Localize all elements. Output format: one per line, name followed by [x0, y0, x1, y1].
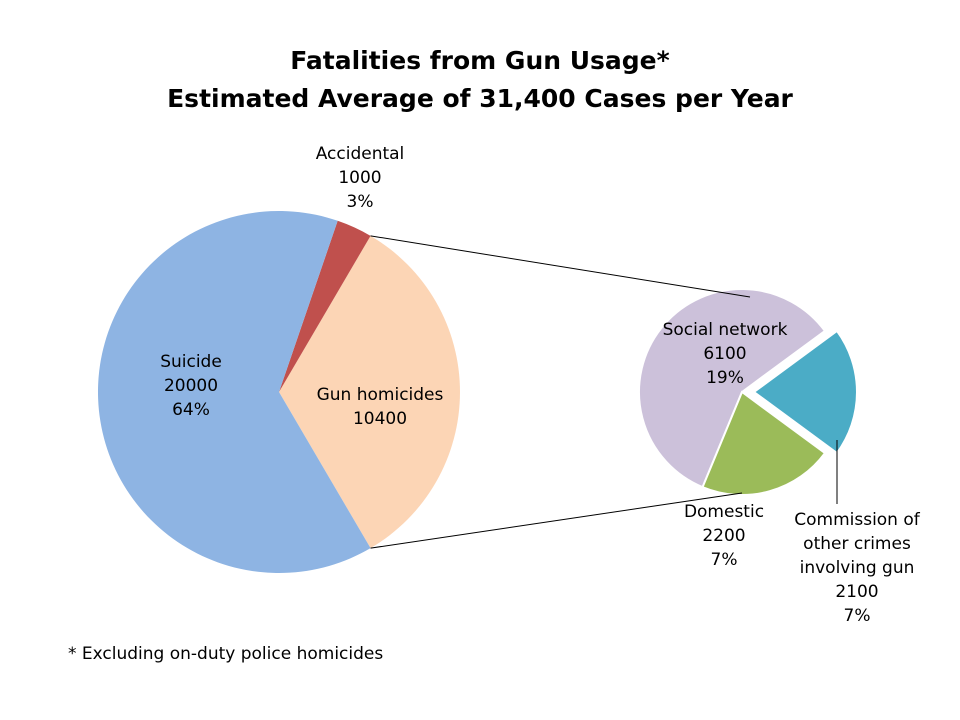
data-label-suicide: Suicide 20000 64% [160, 352, 222, 420]
footnote: * Excluding on-duty police homicides [68, 644, 384, 664]
slice-accidental [279, 220, 371, 392]
slice-domestic [701, 390, 827, 496]
chart-title-block: Fatalities from Gun Usage* Estimated Ave… [0, 42, 960, 118]
chart-title: Fatalities from Gun Usage* [290, 46, 670, 75]
data-label-gun-homicides: Gun homicides 10400 [317, 385, 444, 429]
connector-line-bottom [370, 492, 743, 549]
connector-line-top [370, 235, 751, 298]
slice-gun-homicides [279, 235, 460, 549]
slice-suicide [97, 211, 371, 574]
data-label-social-network: Social network 6100 19% [663, 320, 788, 388]
chart-subtitle: Estimated Average of 31,400 Cases per Ye… [167, 84, 793, 113]
slice-social-network [638, 288, 827, 489]
data-label-commission: Commission of other crimes involving gun 21… [794, 510, 921, 626]
data-label-accidental: Accidental 1000 3% [316, 144, 405, 212]
data-label-domestic: Domestic 2200 7% [684, 502, 764, 570]
slice-commission-of-other-crimes-involving-gun [752, 329, 858, 455]
